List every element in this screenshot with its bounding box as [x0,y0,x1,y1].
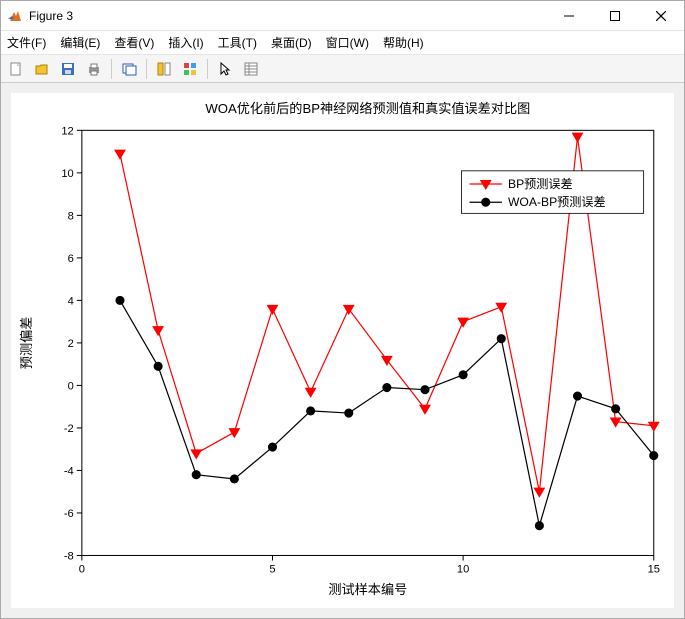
y-tick-label: -2 [64,423,74,435]
menubar: 文件(F) 编辑(E) 查看(V) 插入(I) 工具(T) 桌面(D) 窗口(W… [1,31,684,55]
pointer-icon [217,61,233,77]
legend-item-label: BP预测误差 [508,177,573,191]
menu-desktop[interactable]: 桌面(D) [271,34,312,51]
y-axis-label: 预测偏差 [19,317,34,370]
maximize-button[interactable] [592,1,638,31]
save-icon [60,61,76,77]
x-axis-label: 测试样本编号 [328,582,407,597]
matlab-logo-icon [7,8,23,24]
print-icon [86,61,102,77]
toolbar [1,55,684,83]
new-figure-button[interactable] [5,58,27,80]
y-tick-label: 10 [61,168,73,180]
x-tick-label: 5 [269,564,275,576]
menu-view[interactable]: 查看(V) [114,34,154,51]
copy-figure-button[interactable] [118,58,140,80]
titlebar: Figure 3 [1,1,684,31]
data-cursor-button[interactable] [153,58,175,80]
pointer-button[interactable] [214,58,236,80]
x-tick-label: 15 [648,564,660,576]
y-tick-label: -8 [64,551,74,563]
plot-container: WOA优化前后的BP神经网络预测值和真实值误差对比图 0 5 10 15 -8 -6 -4 -2… [11,93,674,608]
menu-tools[interactable]: 工具(T) [218,34,257,51]
chart: WOA优化前后的BP神经网络预测值和真实值误差对比图 0 5 10 15 -8 -6 -4 -2… [11,93,674,608]
y-tick-label: 8 [68,210,74,222]
open-button[interactable] [31,58,53,80]
menu-help[interactable]: 帮助(H) [383,34,424,51]
x-tick-label: 10 [457,564,469,576]
new-icon [8,61,24,77]
legend-item-label: WOA-BP预测误差 [508,195,606,209]
save-button[interactable] [57,58,79,80]
minimize-button[interactable] [546,1,592,31]
toolbar-separator [111,59,112,79]
y-tick-label: 0 [68,380,74,392]
inspector-icon [243,61,259,77]
y-tick-label: -6 [64,508,74,520]
x-tick-label: 0 [79,564,85,576]
print-button[interactable] [83,58,105,80]
y-tick-label: 4 [68,295,74,307]
menu-insert[interactable]: 插入(I) [168,34,203,51]
y-tick-label: 6 [68,253,74,265]
chart-title: WOA优化前后的BP神经网络预测值和真实值误差对比图 [205,100,530,116]
y-tick-label: 2 [68,338,74,350]
figure-window: Figure 3 文件(F) 编辑(E) 查看(V) 插入(I) 工具(T) 桌… [0,0,685,619]
copy-figure-icon [121,61,137,77]
color-grid-button[interactable] [179,58,201,80]
close-button[interactable] [638,1,684,31]
menu-window[interactable]: 窗口(W) [326,34,369,51]
data-cursor-icon [156,61,172,77]
toolbar-separator [146,59,147,79]
inspector-button[interactable] [240,58,262,80]
toolbar-separator [207,59,208,79]
y-tick-label: 12 [61,125,73,137]
open-icon [34,61,50,77]
menu-edit[interactable]: 编辑(E) [60,34,100,51]
window-title: Figure 3 [29,9,73,23]
y-tick-label: -4 [64,465,74,477]
color-grid-icon [182,61,198,77]
menu-file[interactable]: 文件(F) [7,34,46,51]
figure-area: WOA优化前后的BP神经网络预测值和真实值误差对比图 0 5 10 15 -8 -6 -4 -2… [1,83,684,618]
